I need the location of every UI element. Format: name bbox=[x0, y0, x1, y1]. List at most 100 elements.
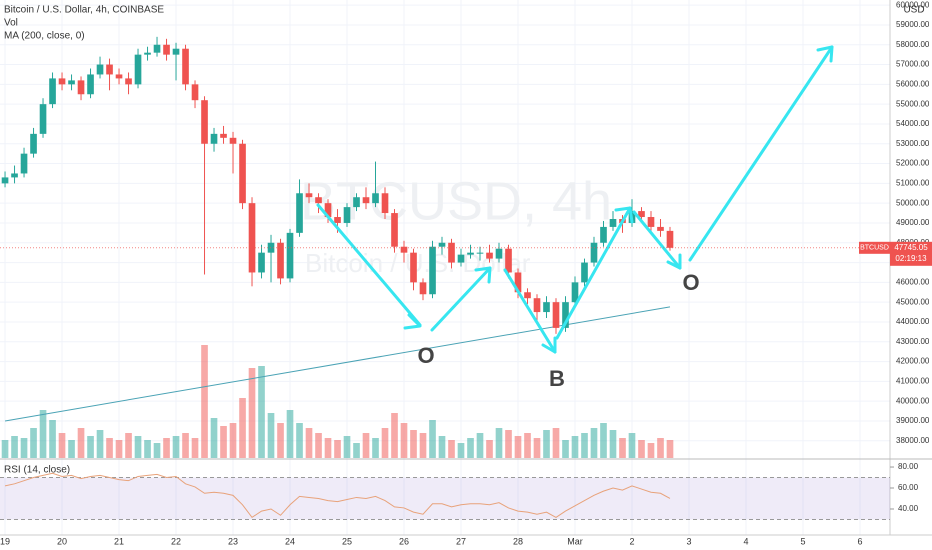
y-tick-label: 38000.00 bbox=[896, 436, 930, 445]
volume-bar bbox=[505, 430, 512, 458]
volume-bar bbox=[628, 433, 636, 458]
volume-bar bbox=[58, 433, 66, 458]
volume-bar bbox=[657, 438, 664, 458]
volume-bar bbox=[324, 438, 332, 458]
annotation-arrows bbox=[316, 45, 834, 354]
candle-body bbox=[448, 242, 455, 263]
candle-body bbox=[600, 226, 607, 243]
volume-bar bbox=[590, 428, 598, 458]
candle-body bbox=[533, 298, 541, 313]
candle-body bbox=[467, 252, 474, 255]
candle-body bbox=[343, 207, 351, 223]
x-tick-label: 2 bbox=[629, 536, 634, 546]
volume-bar bbox=[600, 423, 607, 458]
symbol-tag bbox=[859, 241, 890, 254]
volume-bar bbox=[571, 436, 579, 458]
candle-body bbox=[229, 137, 237, 144]
y-tick-label: 41000.00 bbox=[896, 376, 930, 385]
volume-bar bbox=[267, 413, 275, 458]
candle-body bbox=[362, 197, 370, 204]
volume-bar bbox=[39, 410, 47, 458]
plot bbox=[1, 36, 674, 458]
volume-bar bbox=[172, 436, 180, 458]
volume-bar bbox=[305, 428, 313, 458]
x-tick-label: 26 bbox=[399, 536, 409, 546]
annotation: O bbox=[682, 270, 699, 295]
volume-bar bbox=[96, 430, 104, 458]
volume-bar bbox=[647, 443, 655, 458]
volume-bar bbox=[125, 433, 132, 458]
y-tick-label: 52000.00 bbox=[896, 159, 930, 168]
volume-bar bbox=[115, 440, 123, 458]
countdown-label: 02:19:13 bbox=[895, 254, 927, 263]
candle-body bbox=[543, 302, 550, 313]
volume-bar bbox=[533, 438, 541, 458]
candle-body bbox=[486, 252, 493, 259]
volume-bar bbox=[372, 438, 379, 458]
candle-body bbox=[153, 44, 161, 53]
volume-bar bbox=[429, 420, 436, 458]
volume-bar bbox=[638, 440, 645, 458]
volume-bar bbox=[30, 428, 37, 458]
watermark: BTCUSD, 4h bbox=[300, 171, 612, 231]
candle-body bbox=[524, 292, 531, 299]
candle-body bbox=[210, 133, 218, 144]
y-tick-label: 60000.00 bbox=[896, 0, 930, 9]
candle-body bbox=[267, 242, 275, 253]
volume-bar bbox=[239, 398, 246, 458]
volume-bar bbox=[514, 436, 522, 458]
chart-title: Bitcoin / U.S. Dollar, 4h, COINBASE bbox=[4, 5, 164, 16]
y-tick-label: 50000.00 bbox=[896, 198, 930, 207]
candle-body bbox=[144, 52, 151, 55]
candle-body bbox=[334, 217, 341, 223]
x-tick-label: 27 bbox=[456, 536, 466, 546]
rsi-band bbox=[0, 477, 890, 520]
volume-bar bbox=[182, 433, 189, 458]
annotation: B bbox=[549, 366, 565, 391]
volume-bar bbox=[49, 420, 56, 458]
arrow bbox=[503, 268, 557, 354]
candle-body bbox=[201, 100, 208, 144]
candle-body bbox=[562, 302, 569, 328]
candle-body bbox=[438, 242, 446, 247]
arrow bbox=[555, 206, 632, 340]
volume-bar bbox=[11, 436, 18, 458]
candle-body bbox=[96, 64, 104, 75]
watermark-subtitle: Bitcoin / U.S. Dollar bbox=[305, 248, 531, 278]
symbol-label: BTCUSD bbox=[860, 245, 889, 252]
volume-bar bbox=[581, 433, 588, 458]
y-tick-label: 55000.00 bbox=[896, 99, 930, 108]
volume-bar bbox=[87, 436, 94, 458]
x-tick-label: 4 bbox=[743, 536, 748, 546]
candle-body bbox=[495, 248, 503, 259]
volume-legend: Vol bbox=[4, 18, 18, 29]
volume-bar bbox=[381, 428, 389, 458]
candle-body bbox=[239, 143, 246, 204]
y-tick-label: 56000.00 bbox=[896, 79, 930, 88]
y-tick-label: 42000.00 bbox=[896, 357, 930, 366]
candle-body bbox=[410, 252, 417, 283]
candle-body bbox=[400, 246, 408, 253]
x-tick-label: 28 bbox=[513, 536, 523, 546]
x-tick-label: 3 bbox=[686, 536, 691, 546]
candle-body bbox=[638, 211, 645, 218]
candle-body bbox=[315, 197, 322, 204]
volume-bar bbox=[134, 436, 142, 458]
candle-body bbox=[505, 248, 512, 273]
candle-body bbox=[372, 193, 379, 204]
volume-bar bbox=[68, 440, 75, 458]
ma-legend: MA (200, close, 0) bbox=[4, 31, 85, 42]
candle-body bbox=[324, 203, 332, 218]
y-tick-label: 39000.00 bbox=[896, 416, 930, 425]
candle-body bbox=[163, 44, 170, 55]
price-tag bbox=[890, 241, 932, 266]
candle-body bbox=[457, 254, 465, 263]
volume-bar bbox=[543, 430, 550, 458]
x-tick-label: 25 bbox=[342, 536, 352, 546]
volume-bar bbox=[334, 440, 341, 458]
volume-bar bbox=[343, 436, 351, 458]
candle-body bbox=[248, 203, 256, 273]
volume-bar bbox=[438, 436, 446, 458]
candle-body bbox=[1, 177, 9, 184]
y-tick-label: 49000.00 bbox=[896, 218, 930, 227]
